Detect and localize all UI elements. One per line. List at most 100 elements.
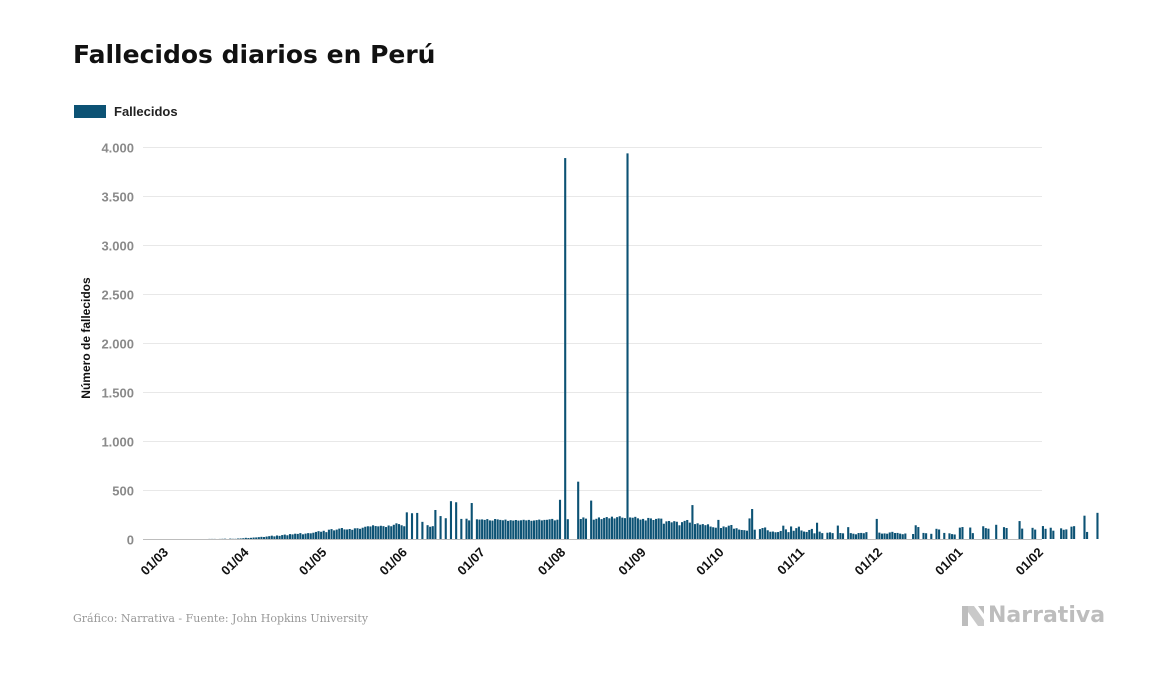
x-axis-ticks: 01/03 01/04 01/05 01/06 01/07 01/08 01/09 01/10… (138, 544, 1047, 578)
bar (943, 532, 946, 539)
bar (961, 527, 964, 539)
bar (712, 527, 715, 539)
bar (439, 516, 442, 539)
bar (286, 535, 289, 539)
bar (514, 519, 517, 539)
x-tick-label: 01/07 (454, 545, 488, 579)
bar (896, 532, 899, 539)
bar (790, 526, 793, 539)
bar (899, 533, 902, 539)
chart-title: Fallecidos diarios en Perú (73, 40, 436, 69)
bar (758, 529, 761, 539)
bar (312, 532, 315, 539)
bar (374, 526, 377, 539)
bar (644, 520, 647, 539)
bar (805, 531, 808, 539)
bar (621, 517, 624, 539)
bar (813, 533, 816, 539)
bar (517, 520, 520, 539)
bar (268, 536, 271, 539)
bar (548, 519, 551, 539)
x-tick-label: 01/05 (296, 545, 330, 579)
bar (987, 528, 990, 539)
bar (740, 529, 743, 539)
bar (893, 533, 896, 539)
grid-lines (143, 147, 1042, 491)
bar (849, 533, 852, 539)
bar (346, 529, 349, 539)
bar (787, 532, 790, 539)
bar (558, 499, 562, 539)
bar (938, 529, 941, 539)
bar (553, 520, 556, 539)
bar (854, 534, 858, 539)
bar (688, 522, 691, 539)
bar (364, 526, 367, 539)
bar (717, 519, 720, 539)
bar (522, 519, 525, 539)
bar (982, 526, 985, 539)
bar (1065, 529, 1068, 539)
bar (1083, 515, 1086, 539)
bar (678, 525, 681, 539)
bar (488, 520, 491, 539)
bar (351, 529, 354, 539)
bar (556, 519, 559, 539)
bar (743, 530, 746, 539)
bar (722, 526, 725, 539)
bar (613, 518, 616, 539)
bar (810, 528, 813, 539)
bar (507, 520, 510, 539)
x-tick-label: 01/04 (218, 544, 252, 578)
bar (359, 528, 362, 539)
bar (494, 519, 497, 539)
bar (958, 527, 961, 539)
bar (860, 532, 863, 539)
bar (709, 526, 712, 539)
bar (551, 518, 554, 539)
bar (379, 525, 382, 539)
bar (847, 527, 850, 539)
bar (748, 518, 751, 539)
bar (706, 524, 710, 539)
bar (914, 525, 917, 539)
legend-label: Fallecidos (114, 104, 178, 119)
bar (662, 523, 665, 539)
bar (1060, 528, 1063, 539)
bar (239, 538, 242, 539)
x-tick-label: 01/09 (615, 545, 649, 579)
bar (416, 512, 419, 539)
bars (208, 153, 1099, 540)
bar (252, 537, 255, 539)
bar (984, 528, 987, 539)
bar (392, 524, 395, 539)
bar (262, 537, 266, 539)
bar (294, 533, 297, 539)
bar (444, 518, 447, 539)
bar (595, 518, 598, 539)
bar (995, 524, 998, 539)
bar (904, 533, 907, 539)
bar (597, 517, 600, 539)
bar (808, 529, 811, 539)
bar (577, 481, 580, 539)
bar (655, 518, 658, 539)
bar (330, 529, 333, 539)
bar (353, 528, 356, 539)
bar (745, 530, 748, 539)
bar (512, 520, 515, 539)
bar (434, 509, 437, 539)
bar (304, 533, 307, 539)
bar (278, 535, 281, 539)
bar (400, 525, 403, 539)
bar (925, 533, 928, 539)
bar (1018, 521, 1021, 539)
x-tick-label: 01/10 (693, 545, 727, 579)
y-tick-label: 3.500 (101, 190, 134, 205)
bar (668, 520, 671, 539)
bar (405, 512, 408, 539)
bar (307, 533, 310, 539)
bar (951, 534, 954, 539)
bar (930, 533, 933, 539)
